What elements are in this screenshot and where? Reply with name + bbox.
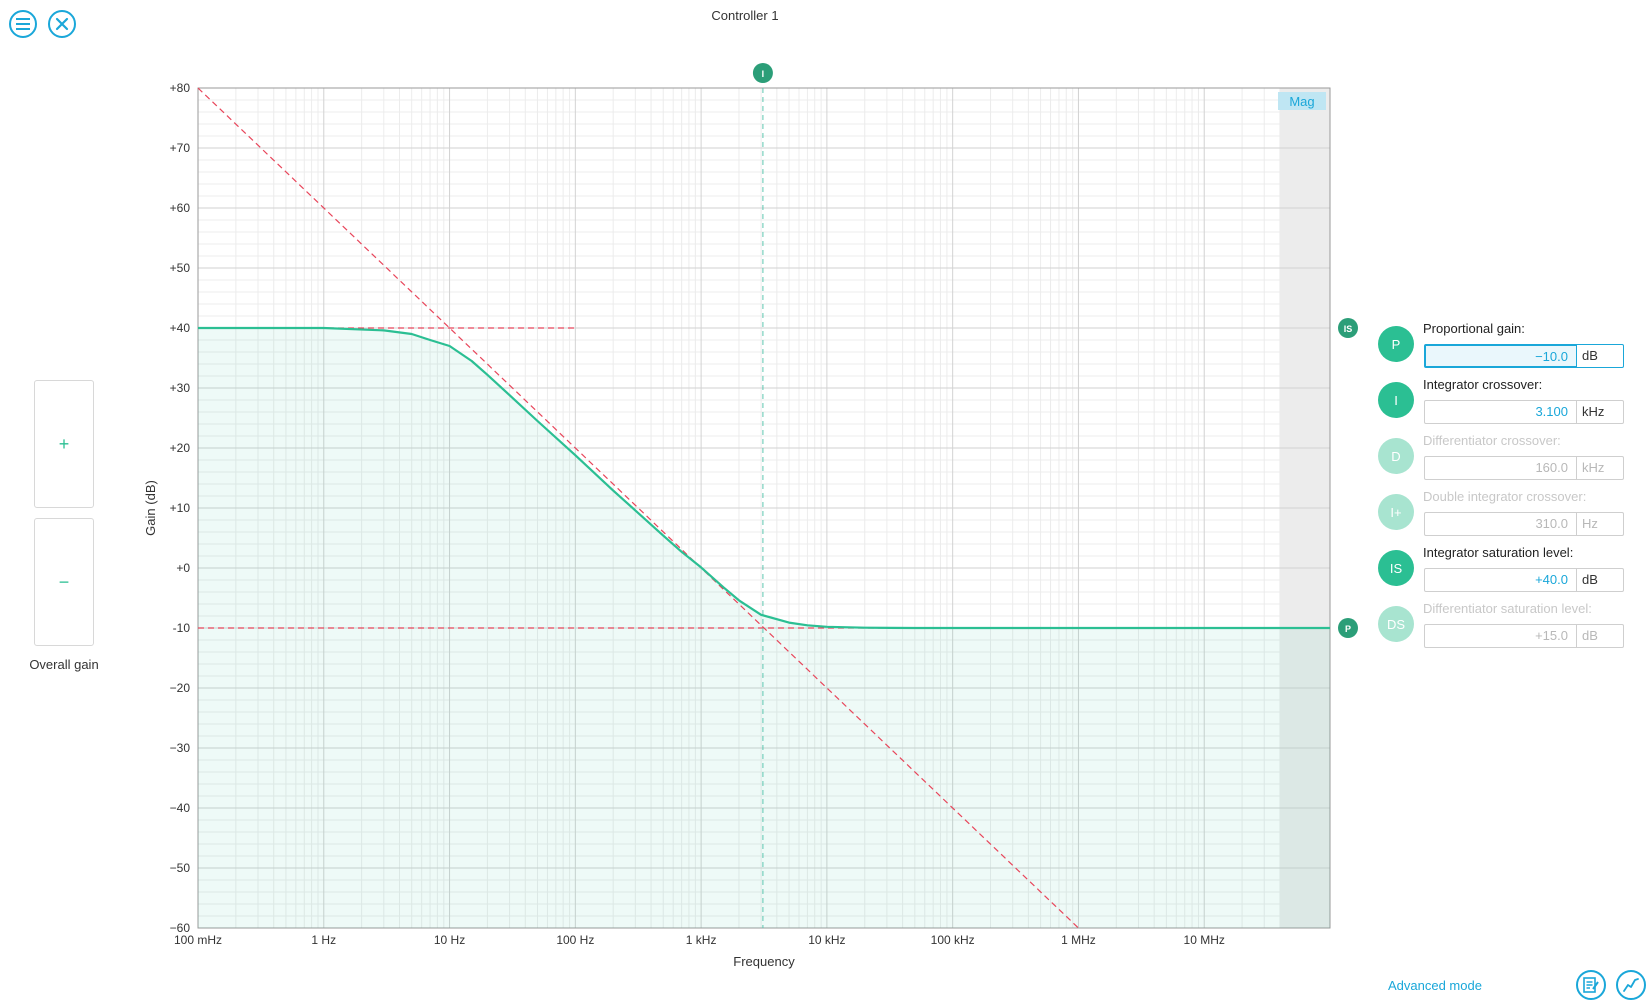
x-tick-label: 100 Hz [556,933,594,947]
param-unit: kHz [1582,404,1605,419]
param-badge[interactable]: I [1378,382,1414,418]
notes-button[interactable] [1576,970,1606,1000]
param-label: Proportional gain: [1423,321,1525,336]
param-field: 3.100 kHz [1424,400,1624,424]
graph-icon [1623,978,1639,992]
advanced-mode-link[interactable]: Advanced mode [1388,978,1482,993]
mag-badge-label: Mag [1289,94,1314,109]
param-value-input: 310.0 [1425,513,1577,535]
overall-gain-decrease-button[interactable]: − [34,518,94,646]
param-badge-label: I [1394,392,1398,408]
menu-icon [16,18,30,30]
y-tick-label: −20 [170,681,191,695]
param-unit: Hz [1582,516,1598,531]
integrator-marker-label: I [762,69,765,79]
param-label: Integrator saturation level: [1423,545,1574,560]
integrator-marker[interactable] [752,63,773,83]
y-tick-label: -10 [173,621,191,635]
graph-button[interactable] [1616,970,1646,1000]
param-unit: dB [1582,628,1598,643]
param-unit: dB [1582,348,1598,363]
param-badge[interactable]: IS [1378,550,1414,586]
param-value-input: 160.0 [1425,457,1577,479]
minus-label: − [58,571,70,592]
y-tick-label: −30 [170,741,191,755]
param-row-i: I Integrator crossover: 3.100 kHz [1378,377,1630,428]
param-row-is: IS Integrator saturation level: +40.0 dB [1378,545,1630,596]
saturation-marker[interactable] [1338,318,1358,338]
x-tick-label: 100 mHz [174,933,222,947]
plus-label: + [58,433,70,454]
param-label: Differentiator saturation level: [1423,601,1592,616]
param-field: +40.0 dB [1424,568,1624,592]
integrator-asymptote [197,87,1079,929]
notes-icon [1583,977,1599,993]
param-label: Differentiator crossover: [1423,433,1561,448]
y-tick-label: +40 [170,321,191,335]
x-tick-label: 1 MHz [1061,933,1096,947]
param-value-input: +15.0 [1425,625,1577,647]
saturation-marker-label: IS [1344,324,1353,334]
param-badge-label: D [1391,448,1401,464]
y-tick-label: +60 [170,201,191,215]
x-tick-label: 1 kHz [686,933,717,947]
param-badge-label: P [1391,336,1401,352]
param-badge-label: I+ [1390,504,1402,520]
param-badge-label: IS [1389,560,1403,576]
y-tick-label: +80 [170,81,191,95]
param-badge-label: DS [1386,616,1406,632]
param-value-input[interactable]: +40.0 [1425,569,1577,591]
param-value-input[interactable]: 3.100 [1425,401,1577,423]
param-field: +15.0 dB [1424,624,1624,648]
y-tick-label: −50 [170,861,191,875]
y-tick-label: +50 [170,261,191,275]
close-icon [55,17,69,31]
proportional-marker[interactable] [1338,618,1358,638]
y-axis-label: Gain (dB) [143,480,158,536]
overall-gain-label: Overall gain [29,657,99,672]
y-tick-label: +10 [170,501,191,515]
x-axis-label: Frequency [733,954,795,969]
x-tick-label: 10 MHz [1184,933,1225,947]
param-field: 160.0 kHz [1424,456,1624,480]
x-tick-label: 1 Hz [311,933,336,947]
mag-badge[interactable] [1278,92,1326,110]
param-row-d: D Differentiator crossover: 160.0 kHz [1378,433,1630,484]
y-tick-label: −40 [170,801,191,815]
menu-button[interactable] [9,10,37,38]
x-tick-label: 10 kHz [808,933,845,947]
y-tick-label: +70 [170,141,191,155]
x-tick-label: 100 kHz [931,933,975,947]
param-row-iplus: I+ Double integrator crossover: 310.0 Hz [1378,489,1630,540]
param-label: Double integrator crossover: [1423,489,1587,504]
param-unit: kHz [1582,460,1605,475]
param-badge[interactable]: DS [1378,606,1414,642]
x-tick-label: 10 Hz [434,933,465,947]
page-title: Controller 1 [711,8,779,23]
overall-gain-increase-button[interactable]: + [34,380,94,508]
param-badge[interactable]: I+ [1378,494,1414,530]
close-button[interactable] [48,10,76,38]
y-tick-label: +0 [176,561,190,575]
magnitude-curve [198,326,1330,630]
param-row-p: P Proportional gain: −10.0 dB [1378,321,1630,372]
param-row-ds: DS Differentiator saturation level: +15.0 d… [1378,601,1630,652]
y-tick-label: +20 [170,441,191,455]
proportional-marker-label: P [1345,624,1351,634]
param-unit: dB [1582,572,1598,587]
plot-frame [197,87,1331,929]
y-tick-label: −60 [170,921,191,935]
param-label: Integrator crossover: [1423,377,1543,392]
param-field: 310.0 Hz [1424,512,1624,536]
y-tick-label: +30 [170,381,191,395]
param-badge[interactable]: P [1378,326,1414,362]
param-field: −10.0 dB [1424,344,1624,368]
param-badge[interactable]: D [1378,438,1414,474]
param-value-input[interactable]: −10.0 [1425,345,1577,367]
